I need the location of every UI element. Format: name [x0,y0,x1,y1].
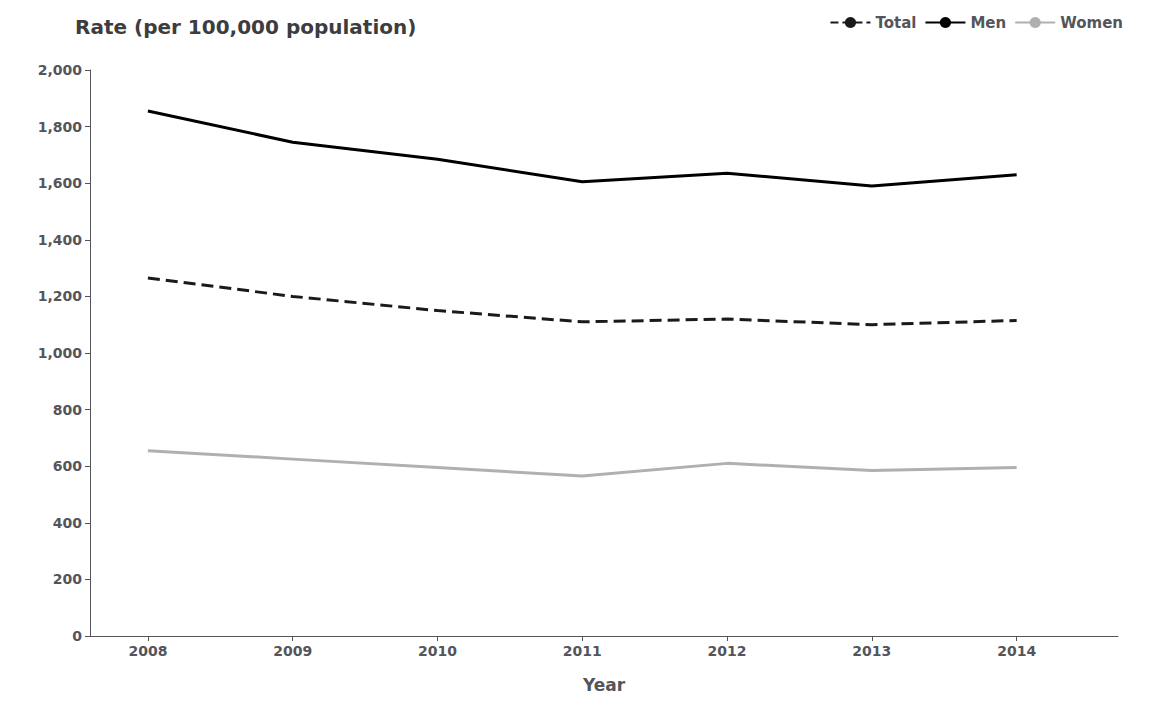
svg-text:200: 200 [53,571,82,587]
svg-text:600: 600 [53,458,82,474]
svg-text:2014: 2014 [997,643,1036,659]
svg-text:2,000: 2,000 [38,62,83,78]
svg-text:2012: 2012 [708,643,747,659]
svg-text:1,000: 1,000 [38,345,83,361]
svg-text:2008: 2008 [128,643,167,659]
svg-text:2011: 2011 [563,643,602,659]
svg-text:2009: 2009 [273,643,312,659]
svg-text:2013: 2013 [852,643,891,659]
svg-text:Rate (per 100,000 population): Rate (per 100,000 population) [75,15,416,39]
svg-text:400: 400 [53,515,82,531]
svg-text:0: 0 [72,628,82,644]
svg-text:Men: Men [970,14,1006,32]
svg-text:1,800: 1,800 [38,119,83,135]
svg-text:Women: Women [1060,14,1123,32]
svg-text:Year: Year [582,675,626,695]
svg-text:1,400: 1,400 [38,232,83,248]
svg-text:800: 800 [53,402,82,418]
svg-text:Total: Total [875,14,916,32]
svg-text:1,200: 1,200 [38,288,83,304]
svg-text:2010: 2010 [418,643,457,659]
svg-text:1,600: 1,600 [38,175,83,191]
